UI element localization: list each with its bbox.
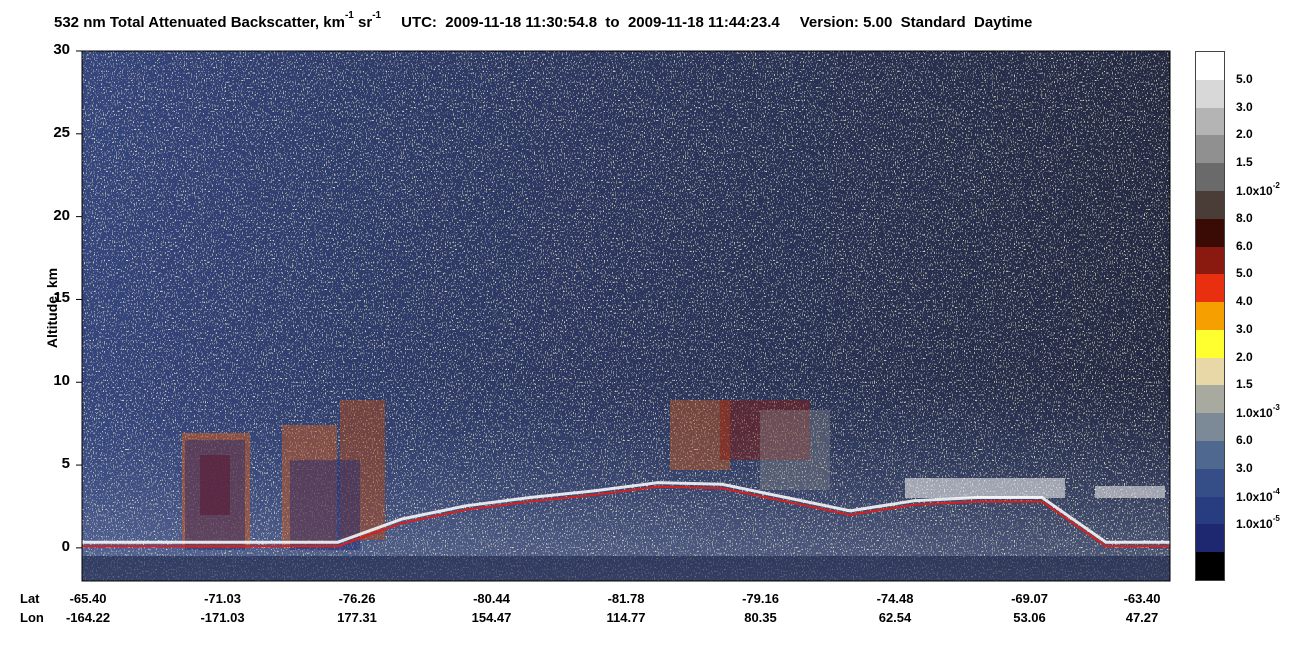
title-mid: sr: [353, 14, 373, 31]
y-tick-label: 10: [53, 372, 70, 390]
colorbar-label: 6.0: [1236, 433, 1253, 448]
lon-tick-label: -171.03: [200, 610, 245, 625]
colorbar-segment: [1196, 52, 1224, 81]
utc-label: UTC:: [401, 14, 437, 31]
colorbar-segment: [1196, 385, 1224, 414]
lon-tick-label: 62.54: [878, 610, 912, 625]
colorbar-label: 1.0x10-4: [1236, 486, 1280, 504]
cloud-features: [182, 400, 1165, 550]
colorbar-segment: [1196, 246, 1224, 275]
y-tick-label: 0: [61, 537, 70, 555]
colorbar-segment: [1196, 496, 1224, 525]
colorbar-label: 3.0: [1236, 99, 1253, 114]
attenuation-column-0: [185, 440, 245, 550]
lon-tick-label: 80.35: [744, 610, 777, 625]
title-prefix: 532 nm Total Attenuated Backscatter, km: [54, 14, 345, 31]
y-tick-label: 15: [53, 289, 70, 307]
colorbar-label: 1.0x10-5: [1236, 514, 1280, 532]
colorbar-segment: [1196, 274, 1224, 303]
lat-tick-label: -74.48: [876, 591, 914, 606]
y-tick-label: 20: [53, 206, 70, 224]
below-surface: [82, 556, 1170, 581]
cloud-feature-8: [1095, 486, 1165, 498]
version-label: Version: 5.00: [799, 14, 893, 31]
y-tick-label: 5: [61, 455, 70, 473]
attenuation-column-1: [290, 460, 360, 550]
time-to: to: [605, 14, 620, 31]
lat-tick-label: -69.07: [1011, 591, 1048, 606]
colorbar-label: 3.0: [1236, 321, 1253, 336]
colorbar: [1195, 51, 1225, 581]
colorbar-label: 5.0: [1236, 266, 1253, 281]
colorbar-segment: [1196, 190, 1224, 220]
colorbar-segment: [1196, 524, 1224, 553]
colorbar-segment: [1196, 79, 1224, 109]
cloud-feature-6: [760, 410, 830, 490]
colorbar-segment: [1196, 329, 1224, 359]
lat-row-label: Lat: [20, 591, 40, 606]
lat-tick-label: -65.40: [69, 591, 107, 606]
colorbar-label: 4.0: [1236, 294, 1253, 309]
colorbar-segment: [1196, 552, 1224, 581]
colorbar-label: 1.5: [1236, 377, 1253, 392]
colorbar-segment: [1196, 163, 1224, 192]
lon-row-label: Lon: [20, 610, 44, 625]
colorbar-label: 5.0: [1236, 71, 1253, 86]
colorbar-segment: [1196, 302, 1224, 331]
colorbar-label: 1.0x10-2: [1236, 180, 1280, 198]
colorbar-segment: [1196, 468, 1224, 498]
cloud-feature-2: [282, 425, 337, 545]
surface-line: [82, 485, 1170, 548]
colorbar-label: 2.0: [1236, 349, 1253, 364]
mode-label: Standard: [900, 14, 966, 31]
cloud-feature-4: [670, 400, 730, 470]
time-end: 2009-11-18 11:44:23.4: [627, 14, 780, 31]
lat-tick-label: -76.26: [338, 591, 376, 606]
lon-tick-label: 53.06: [1013, 610, 1046, 625]
colorbar-label: 6.0: [1236, 238, 1253, 253]
colorbar-segment: [1196, 218, 1224, 248]
y-tick-label: 30: [53, 41, 70, 58]
daytime-label: Daytime: [974, 14, 1033, 31]
surface-return: [82, 481, 1170, 544]
colorbar-segment: [1196, 441, 1224, 470]
colorbar-label: 8.0: [1236, 210, 1253, 225]
lat-tick-label: -63.40: [1123, 591, 1161, 606]
title-exp1: -1: [344, 10, 354, 21]
colorbar-label: 3.0: [1236, 460, 1253, 475]
plot-frame: [81, 50, 1171, 582]
lon-tick-label: -164.22: [65, 610, 111, 625]
cloud-feature-3: [340, 400, 385, 540]
colorbar-label: 2.0: [1236, 127, 1253, 142]
lon-tick-label: 154.47: [471, 610, 512, 625]
lat-tick-label: -71.03: [204, 591, 241, 606]
lon-tick-label: 177.31: [337, 610, 377, 625]
colorbar-segment: [1196, 413, 1224, 442]
time-start: 2009-11-18 11:30:54.8: [445, 14, 598, 31]
title-exp2: -1: [372, 10, 382, 21]
cloud-feature-1: [200, 455, 230, 515]
chart-title: 532 nm Total Attenuated Backscatter, km-…: [54, 10, 1033, 31]
cloud-feature-7: [905, 478, 1065, 498]
lat-tick-label: -79.16: [742, 591, 779, 606]
lat-tick-label: -80.44: [473, 591, 510, 606]
colorbar-label: 1.0x10-3: [1236, 403, 1280, 421]
colorbar-segment: [1196, 135, 1224, 164]
colorbar-segment: [1196, 357, 1224, 386]
colorbar-label: 1.5: [1236, 155, 1253, 170]
plot-area: [81, 50, 1171, 582]
lon-tick-label: 47.27: [1125, 610, 1159, 625]
y-ticks: [76, 50, 82, 549]
colorbar-segment: [1196, 107, 1224, 136]
cloud-feature-5: [720, 400, 810, 460]
lon-tick-label: 114.77: [606, 610, 646, 625]
lat-tick-label: -81.78: [607, 591, 645, 606]
y-tick-label: 25: [53, 123, 70, 141]
